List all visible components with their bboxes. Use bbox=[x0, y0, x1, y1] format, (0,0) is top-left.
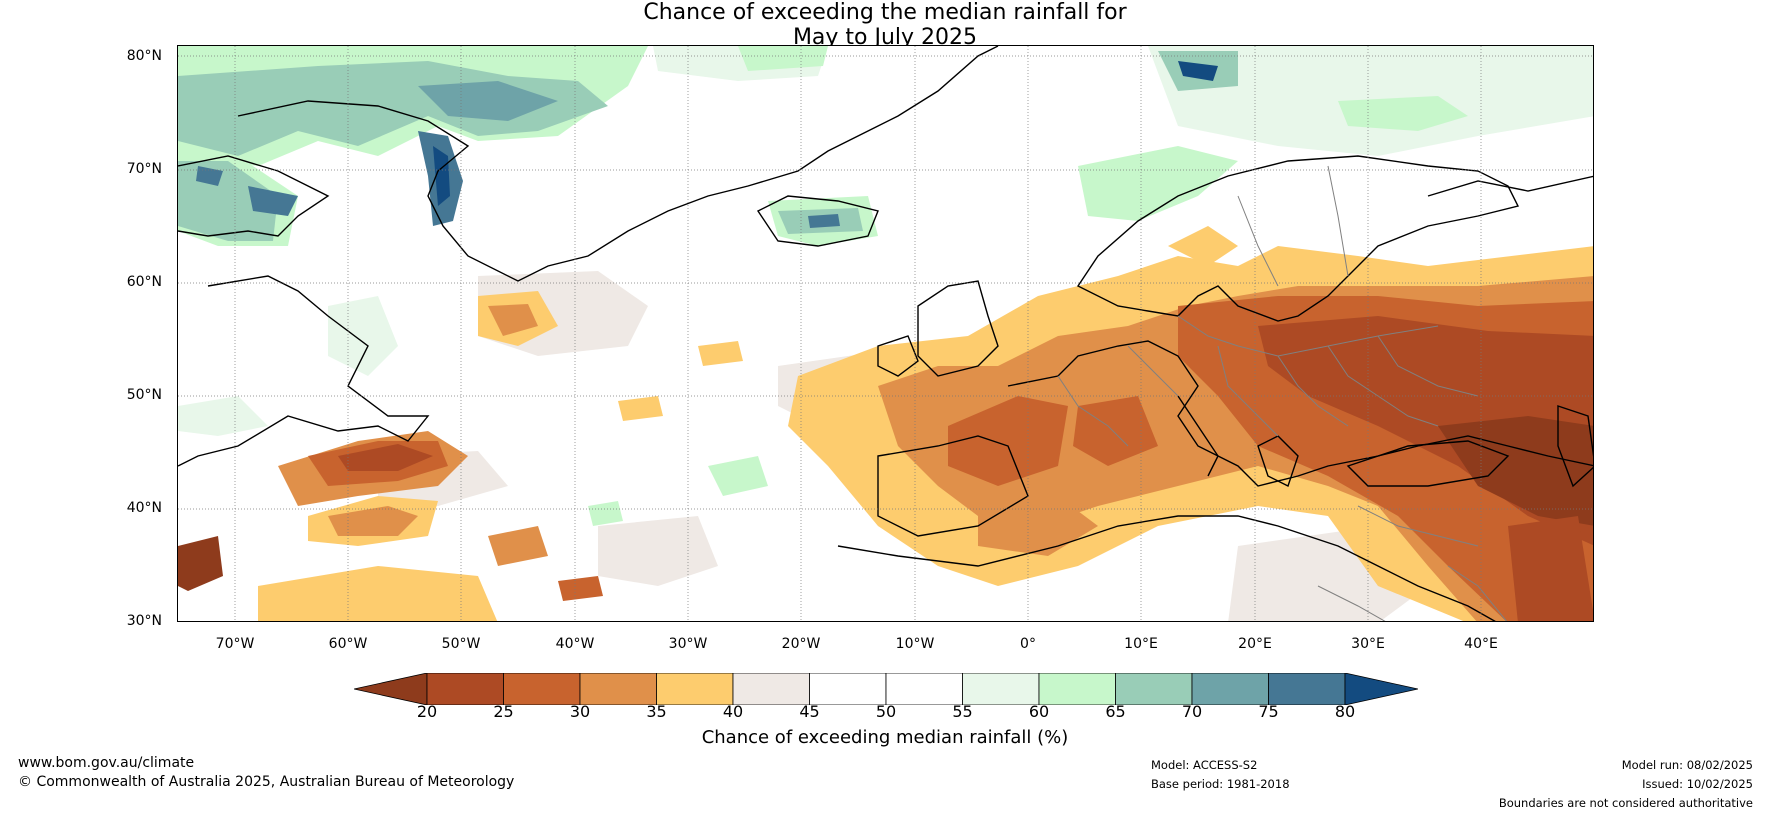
colorbar-swatch-45-50 bbox=[809, 672, 887, 706]
colorbar bbox=[353, 672, 1419, 709]
lon-label-20w: 20°W bbox=[781, 636, 821, 652]
colorbar-swatches bbox=[353, 672, 1419, 706]
footer-disclaimer: Boundaries are not considered authoritat… bbox=[1498, 796, 1753, 810]
rainfall-map bbox=[177, 45, 1594, 622]
lat-label-30n: 30°N bbox=[126, 613, 162, 629]
colorbar-tick-80: 80 bbox=[1334, 702, 1356, 721]
colorbar-tick-40: 40 bbox=[722, 702, 744, 721]
colorbar-swatch-75-80 bbox=[1268, 672, 1346, 706]
colorbar-swatch-40-45 bbox=[732, 672, 810, 706]
lon-label-10w: 10°W bbox=[895, 636, 935, 652]
lat-label-50n: 50°N bbox=[126, 387, 162, 403]
lon-label-50w: 50°W bbox=[441, 636, 481, 652]
colorbar-swatch-55-60 bbox=[962, 672, 1040, 706]
title-line-1: Chance of exceeding the median rainfall … bbox=[643, 0, 1127, 25]
footer-model: Model: ACCESS-S2 bbox=[1151, 758, 1258, 772]
colorbar-tick-30: 30 bbox=[569, 702, 591, 721]
wet-regions bbox=[178, 46, 1593, 526]
colorbar-tick-20: 20 bbox=[416, 702, 438, 721]
colorbar-swatch-70-75 bbox=[1191, 672, 1269, 706]
colorbar-tick-35: 35 bbox=[646, 702, 667, 721]
footer-issued: Issued: 10/02/2025 bbox=[1642, 777, 1753, 791]
map-title: Chance of exceeding the median rainfall … bbox=[0, 0, 1770, 50]
colorbar-label: Chance of exceeding median rainfall (%) bbox=[701, 727, 1069, 748]
lon-label-10e: 10°E bbox=[1124, 636, 1158, 652]
lat-label-40n: 40°N bbox=[126, 500, 162, 516]
map-canvas bbox=[178, 46, 1593, 621]
lon-label-20e: 20°E bbox=[1238, 636, 1272, 652]
colorbar-tick-25: 25 bbox=[493, 702, 514, 721]
lat-label-60n: 60°N bbox=[126, 274, 162, 290]
colorbar-swatch-25-30 bbox=[503, 672, 581, 706]
footer-model-run: Model run: 08/02/2025 bbox=[1621, 758, 1753, 772]
lon-label-60w: 60°W bbox=[328, 636, 368, 652]
colorbar-tick-45: 45 bbox=[799, 702, 820, 721]
colorbar-tick-70: 70 bbox=[1181, 702, 1203, 721]
colorbar-extend-high bbox=[1344, 672, 1419, 706]
lat-label-70n: 70°N bbox=[126, 161, 162, 177]
colorbar-swatch-20-25 bbox=[426, 672, 504, 706]
colorbar-tick-60: 60 bbox=[1028, 702, 1050, 721]
lon-label-40w: 40°W bbox=[555, 636, 595, 652]
graticule bbox=[178, 46, 1593, 621]
colorbar-swatch-35-40 bbox=[656, 672, 734, 706]
lon-label-40e: 40°E bbox=[1464, 636, 1498, 652]
colorbar-tick-75: 75 bbox=[1258, 702, 1279, 721]
lon-label-30w: 30°W bbox=[668, 636, 708, 652]
lat-label-80n: 80°N bbox=[126, 48, 162, 64]
colorbar-tick-50: 50 bbox=[875, 702, 897, 721]
footer-base-period: Base period: 1981-2018 bbox=[1151, 777, 1290, 791]
country-borders bbox=[1057, 165, 1508, 621]
colorbar-tick-55: 55 bbox=[952, 702, 973, 721]
lon-label-0: 0° bbox=[1020, 636, 1036, 652]
footer-url: www.bom.gov.au/climate bbox=[18, 755, 195, 771]
dry-regions bbox=[178, 226, 1593, 621]
colorbar-swatch-30-35 bbox=[579, 672, 657, 706]
lon-label-70w: 70°W bbox=[215, 636, 255, 652]
colorbar-swatch-60-65 bbox=[1038, 672, 1116, 706]
lon-label-30e: 30°E bbox=[1351, 636, 1385, 652]
colorbar-swatch-50-55 bbox=[885, 672, 963, 706]
footer-copyright: © Commonwealth of Australia 2025, Austra… bbox=[18, 774, 515, 790]
colorbar-extend-low bbox=[353, 672, 428, 706]
colorbar-tick-65: 65 bbox=[1105, 702, 1126, 721]
coastlines bbox=[178, 46, 1593, 621]
colorbar-swatch-65-70 bbox=[1115, 672, 1193, 706]
